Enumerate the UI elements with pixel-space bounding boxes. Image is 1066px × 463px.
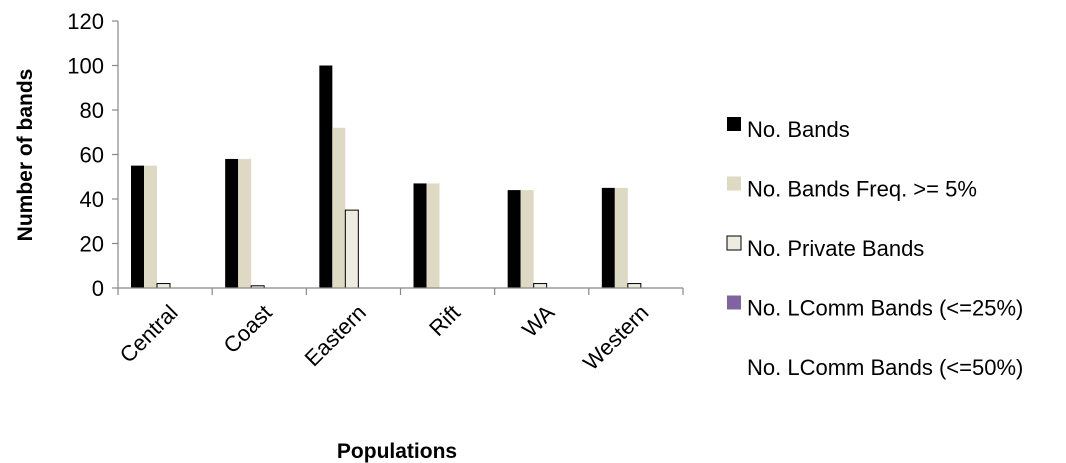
x-axis-title: Populations — [337, 440, 457, 463]
bar — [131, 165, 144, 288]
x-tick-label: Rift — [424, 300, 465, 341]
y-tick-label: 120 — [67, 9, 104, 34]
x-tick-label: Western — [578, 300, 653, 375]
bar — [144, 165, 157, 288]
bar — [156, 283, 171, 289]
y-tick-label: 80 — [80, 98, 104, 123]
x-tick-label: Coast — [218, 300, 276, 358]
bar — [238, 158, 252, 288]
bar — [533, 283, 548, 289]
bar — [332, 127, 346, 288]
y-tick-label: 0 — [92, 276, 104, 301]
legend-swatch — [727, 176, 741, 191]
legend-label: No. LComm Bands (<=25%) — [747, 296, 1023, 321]
legend-label: No. Bands Freq. >= 5% — [747, 177, 977, 202]
bar — [319, 65, 333, 288]
bar — [507, 190, 521, 288]
legend-swatch — [727, 117, 741, 131]
legend-swatch — [726, 235, 742, 251]
bar — [520, 190, 534, 288]
bar — [225, 158, 239, 288]
x-tick-label: WA — [517, 300, 559, 342]
bars — [131, 65, 642, 289]
y-axis-ticks: 0 20 40 60 80 100 120 — [67, 9, 118, 301]
bar — [413, 183, 427, 288]
x-axis-ticks — [117, 288, 684, 295]
legend-label: No. Private Bands — [747, 236, 924, 261]
x-tick-label: Central — [115, 300, 183, 368]
x-tick-label: Eastern — [300, 300, 371, 371]
bar — [601, 187, 615, 288]
legend-swatch — [727, 295, 741, 310]
y-tick-label: 100 — [67, 54, 104, 79]
y-tick-label: 20 — [80, 232, 104, 257]
bar — [344, 209, 359, 289]
bar — [614, 187, 628, 288]
y-axis-title: Number of bands — [14, 69, 37, 242]
y-tick-label: 60 — [80, 143, 104, 168]
x-axis-tick-labels: Central Coast Eastern Rift WA Western — [115, 300, 654, 376]
bar — [627, 283, 642, 289]
legend-label: No. Bands — [747, 117, 850, 142]
y-tick-label: 40 — [80, 187, 104, 212]
legend-label: No. LComm Bands (<=50%) — [747, 355, 1023, 380]
bar — [426, 183, 440, 288]
legend: No. Bands No. Bands Freq. >= 5% No. Privat… — [726, 117, 1023, 380]
